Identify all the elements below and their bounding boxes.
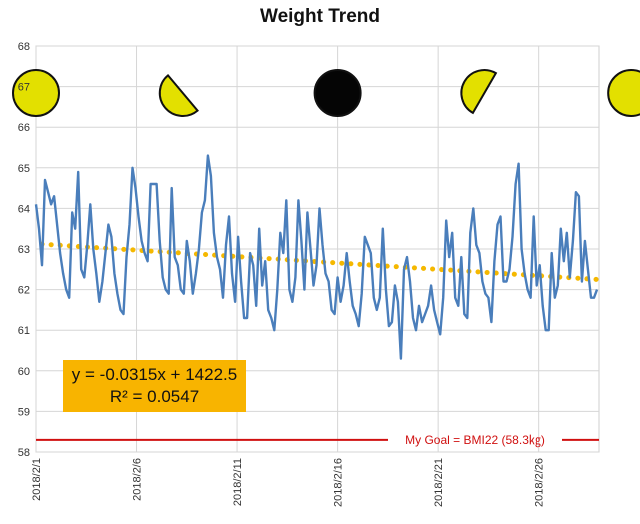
moon-half	[158, 73, 199, 117]
series-lines	[34, 154, 599, 360]
x-tick-label: 2018/2/11	[232, 458, 244, 506]
moon-disc	[313, 69, 362, 117]
y-tick-label: 62	[18, 285, 30, 297]
y-tick-labels: 58 59 60 61 62 63 64 65 66 67 68	[18, 41, 30, 459]
y-tick-label: 61	[18, 325, 30, 337]
trendline-path	[39, 241, 600, 282]
goal-line-label: My Goal = BMI22 (58.3㎏)	[405, 433, 545, 447]
series-line-weight	[34, 154, 599, 360]
y-tick-label: 65	[18, 163, 30, 175]
y-tick-label: 60	[18, 366, 30, 378]
y-tick-label: 58	[18, 447, 30, 459]
trendline-equation: y = -0.0315x + 1422.5	[71, 365, 238, 384]
moon-new-moon-icon	[313, 69, 362, 117]
x-tick-label: 2018/2/26	[534, 458, 546, 507]
y-tick-label: 67	[18, 82, 30, 94]
x-tick-label: 2018/2/21	[433, 458, 445, 507]
x-tick-label: 2018/2/16	[333, 458, 345, 507]
moon-phase-icons	[12, 69, 640, 117]
moon-disc	[12, 69, 60, 117]
trendline	[39, 241, 600, 282]
moon-full-moon-icon	[12, 69, 60, 117]
trendline-equation-box: y = -0.0315x + 1422.5 R² = 0.0547	[63, 360, 246, 412]
moon-waxing-half-moon-icon	[460, 69, 498, 115]
moon-disc	[607, 69, 640, 117]
x-tick-labels: 2018/2/1 2018/2/6 2018/2/11 2018/2/16 2018/2…	[31, 458, 546, 507]
moon-half	[460, 69, 498, 115]
moon-waning-half-moon-icon	[158, 73, 199, 117]
x-tick-label: 2018/2/6	[132, 458, 144, 501]
y-tick-label: 68	[18, 41, 30, 53]
chart-title: Weight Trend	[260, 6, 380, 27]
trendline-r-squared: R² = 0.0547	[109, 387, 200, 406]
y-tick-label: 64	[18, 203, 30, 215]
y-tick-label: 66	[18, 122, 30, 134]
goal-line-group: My Goal = BMI22 (58.3㎏)	[36, 433, 599, 447]
moon-full-moon-icon	[607, 69, 640, 117]
y-tick-label: 63	[18, 244, 30, 256]
x-tick-label: 2018/2/1	[31, 458, 43, 501]
y-tick-label: 59	[18, 406, 30, 418]
